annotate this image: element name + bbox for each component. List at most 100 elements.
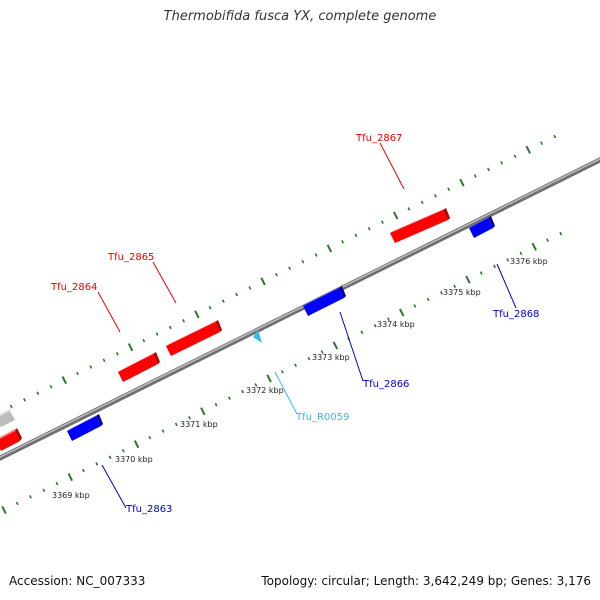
scale-tick [266,374,272,383]
scale-tick [148,435,152,440]
label-tfu-r0059[interactable]: Tfu_R0059 [295,412,349,423]
scale-label: 3374 kbp [377,320,415,329]
scale-tick [115,351,119,356]
scale-tick [320,350,324,354]
scale-tick [1,505,7,515]
scale-tick [227,396,231,400]
genome-backbone [0,157,600,461]
scale-tick [426,297,430,302]
scale-tick [360,330,364,335]
scale-tick [487,167,490,172]
scale-tick [36,391,40,396]
scale-tick [413,304,417,308]
gene-tfu-2866[interactable] [303,286,346,316]
scale-tick [420,200,424,205]
scale-tick [373,323,377,328]
scale-tick [479,271,483,275]
label-tfu-2863[interactable]: Tfu_2863 [125,504,172,515]
scale-tick [288,266,292,270]
scale-tick [393,211,399,220]
scale-tick [235,292,239,297]
lower-tick-track [1,231,563,515]
scale-tick [108,455,112,460]
accession-text: Accession: NC_007333 [9,574,146,588]
scale-tick [314,253,318,257]
map-title: Thermobifida fusca YX, complete genome [163,9,437,24]
label-tfu-2865[interactable]: Tfu_2865 [107,252,154,263]
scale-label: 3371 kbp [180,420,218,429]
genome-summary-text: Topology: circular; Length: 3,642,249 bp… [261,574,591,588]
scale-label: 3369 kbp [52,491,90,500]
scale-tick [200,407,206,416]
scale-tick [546,238,549,242]
leader-tfu-2867 [379,142,405,190]
label-tfu-2864[interactable]: Tfu_2864 [50,282,97,293]
scale-label: 3372 kbp [246,386,284,395]
scale-tick [23,398,26,402]
gene-tfu-2865[interactable] [166,320,222,356]
scale-tick [248,286,252,290]
gene-tfu-2868[interactable] [469,216,495,238]
scale-tick [174,422,178,427]
scale-tick [354,233,358,238]
gene-tfu-2863[interactable] [67,414,103,441]
scale-tick [67,473,73,482]
gene-forward-partial[interactable] [0,428,22,451]
scale-tick [280,370,284,374]
scale-tick [168,325,172,330]
scale-tick [133,440,140,449]
scale-tick [182,319,186,323]
scale-tick [188,416,192,420]
scale-tick [380,220,384,224]
label-tfu-2866[interactable]: Tfu_2866 [362,379,409,390]
feature-grey-partial[interactable] [0,408,15,427]
scale-tick [142,338,146,343]
scale-tick [221,299,225,303]
scale-tick [214,402,218,407]
scale-tick [367,226,371,231]
scale-tick [332,341,339,350]
scale-tick [473,174,477,178]
scale-tick [155,332,159,336]
gene-tfu-2867[interactable] [390,208,450,243]
scale-tick [540,141,543,145]
scale-tick [553,134,557,139]
scale-tick [459,178,465,187]
scale-tick [433,194,437,198]
gene-tfu-2864[interactable] [118,352,160,382]
scale-label: 3370 kbp [115,455,153,464]
scale-tick [194,310,200,319]
scale-tick [161,429,165,433]
rna-tfu-r0059[interactable] [253,330,262,343]
scale-tick [127,343,134,352]
scale-tick [493,264,496,269]
scale-tick [407,207,411,211]
leader-tfu-2866 [339,311,364,382]
scale-tick [121,448,125,453]
scale-tick [500,161,504,165]
leader-tfu-2865 [152,261,177,304]
backbone-highlight [0,158,600,458]
scale-label: 3376 kbp [510,257,548,266]
scale-tick [531,242,537,251]
scale-tick [439,291,443,295]
scale-tick [15,501,19,506]
scale-tick [9,404,13,409]
scale-tick [294,363,298,367]
scale-tick [55,481,59,486]
scale-tick [513,154,517,159]
scale-tick [386,317,390,321]
scale-tick [307,356,311,361]
leader-tfu-2864 [97,291,121,333]
label-tfu-2868[interactable]: Tfu_2868 [492,309,539,320]
scale-tick [254,383,258,387]
scale-label: 3375 kbp [443,288,481,297]
scale-tick [241,389,245,394]
scale-tick [76,371,79,376]
scale-tick [208,305,212,310]
scale-tick [82,468,85,473]
scale-label: 3373 kbp [312,353,350,362]
label-tfu-2867[interactable]: Tfu_2867 [355,133,402,144]
leader-tfu-2868 [496,263,517,309]
